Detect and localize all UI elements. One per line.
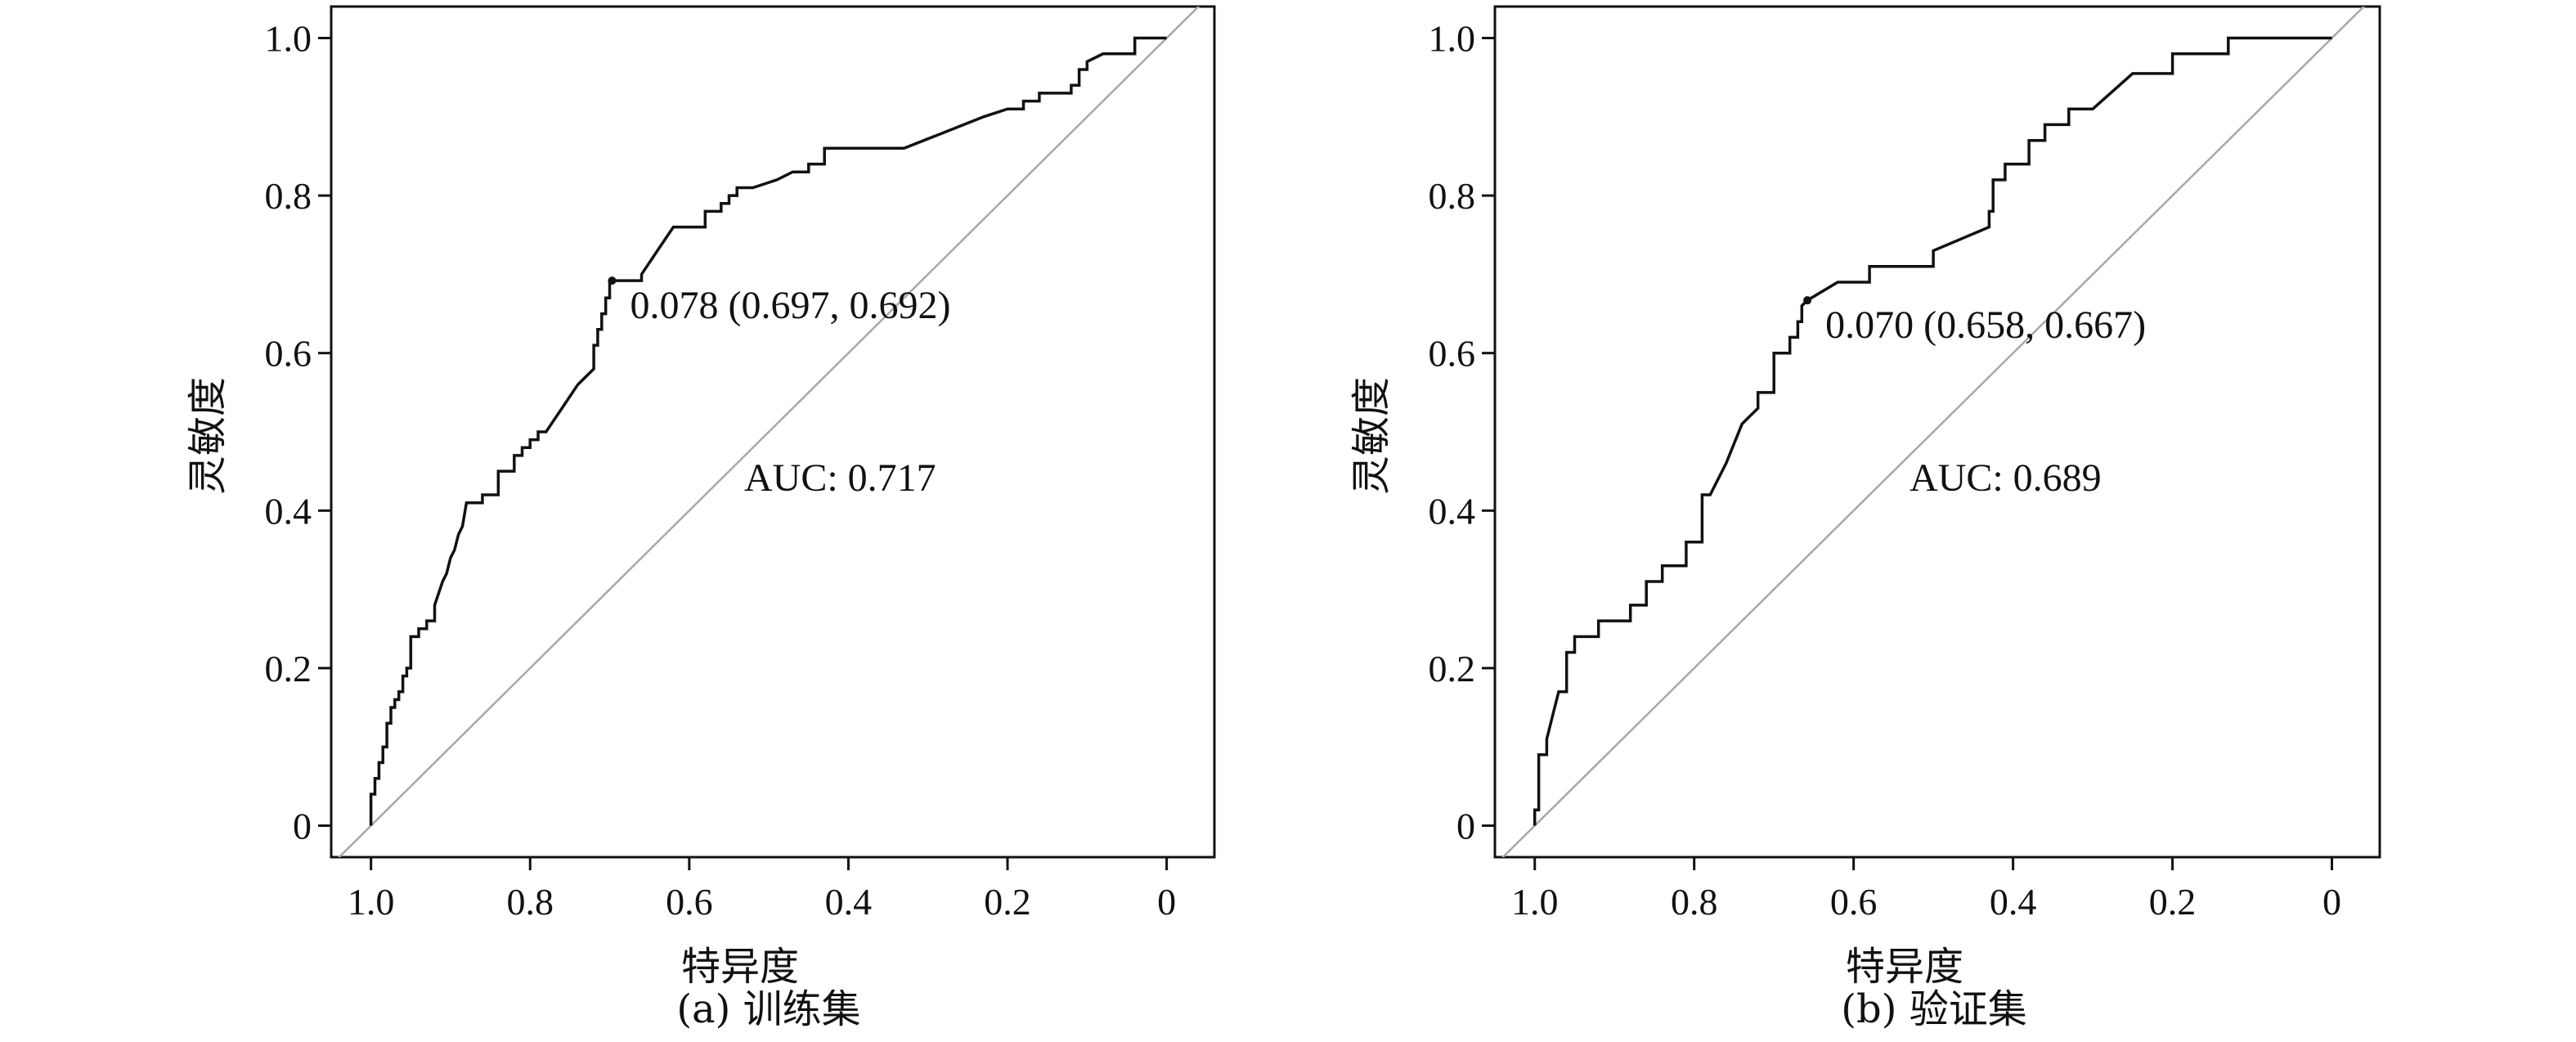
cutoff-label: 0.078 (0.697, 0.692) — [630, 284, 950, 327]
x-tick-label: 1.0 — [1511, 881, 1559, 923]
x-tick-label: 0.4 — [825, 881, 873, 923]
x-tick-label: 0.8 — [1671, 881, 1718, 923]
x-axis-label: 特异度 — [1846, 944, 1963, 990]
x-axis-label: 特异度 — [681, 944, 799, 990]
x-tick-label: 0.6 — [1830, 881, 1878, 923]
cutoff-label: 0.070 (0.658, 0.667) — [1825, 303, 2146, 347]
y-axis-ticks: 0 0.2 0.4 0.6 0.8 1.0 — [265, 18, 331, 847]
y-tick-label: 0.6 — [265, 333, 312, 375]
y-tick-label: 0.4 — [265, 490, 312, 532]
reference-diagonal — [337, 7, 1200, 857]
y-axis-label: 灵敏度 — [1349, 377, 1394, 495]
y-tick-label: 0.8 — [265, 175, 312, 217]
roc-panel-validation: 1.0 0.8 0.6 0.4 0.2 0 0 0.2 0.4 0.6 0.8 1.0 特异度 灵敏… — [1349, 5, 2381, 1032]
roc-curve-line — [369, 36, 1167, 826]
auc-label: AUC: 0.717 — [744, 456, 936, 500]
cutoff-point-marker — [608, 276, 617, 285]
roc-panel-training: 1.0 0.8 0.6 0.4 0.2 0 0 0.2 0.4 0.6 0.8 1.0 特异度 灵敏… — [185, 5, 1216, 1032]
x-tick-label: 0.8 — [506, 881, 554, 923]
y-tick-label: 1.0 — [265, 18, 312, 60]
panel-caption: (a) 训练集 — [676, 986, 860, 1032]
x-tick-label: 0 — [2322, 881, 2341, 923]
reference-diagonal — [1501, 7, 2366, 857]
y-tick-label: 0.2 — [1429, 648, 1476, 689]
x-axis-ticks: 1.0 0.8 0.6 0.4 0.2 0 — [1511, 857, 2341, 923]
y-tick-label: 0.4 — [1429, 490, 1476, 532]
y-tick-label: 0 — [293, 805, 312, 847]
y-tick-label: 0.6 — [1429, 333, 1476, 375]
x-tick-label: 0.6 — [666, 881, 713, 923]
x-tick-label: 0 — [1157, 881, 1176, 923]
x-tick-label: 0.2 — [984, 881, 1031, 923]
y-tick-label: 0.2 — [265, 648, 312, 689]
x-tick-label: 1.0 — [348, 881, 395, 923]
plot-area — [1501, 7, 2366, 857]
plot-area — [337, 7, 1200, 857]
y-axis-ticks: 0 0.2 0.4 0.6 0.8 1.0 — [1429, 18, 1495, 847]
cutoff-point-marker — [1803, 296, 1812, 305]
panel-caption: (b) 验证集 — [1841, 986, 2026, 1032]
x-tick-label: 0.2 — [2149, 881, 2197, 923]
auc-label: AUC: 0.689 — [1910, 456, 2102, 500]
y-tick-label: 1.0 — [1429, 18, 1476, 60]
plot-frame — [1493, 5, 2381, 859]
y-axis-label: 灵敏度 — [185, 377, 231, 495]
y-tick-label: 0.8 — [1429, 175, 1476, 217]
roc-curve-line — [1533, 36, 2332, 826]
x-tick-label: 0.4 — [1990, 881, 2037, 923]
x-axis-ticks: 1.0 0.8 0.6 0.4 0.2 0 — [348, 857, 1176, 923]
y-tick-label: 0 — [1456, 805, 1475, 847]
plot-frame — [330, 5, 1216, 859]
